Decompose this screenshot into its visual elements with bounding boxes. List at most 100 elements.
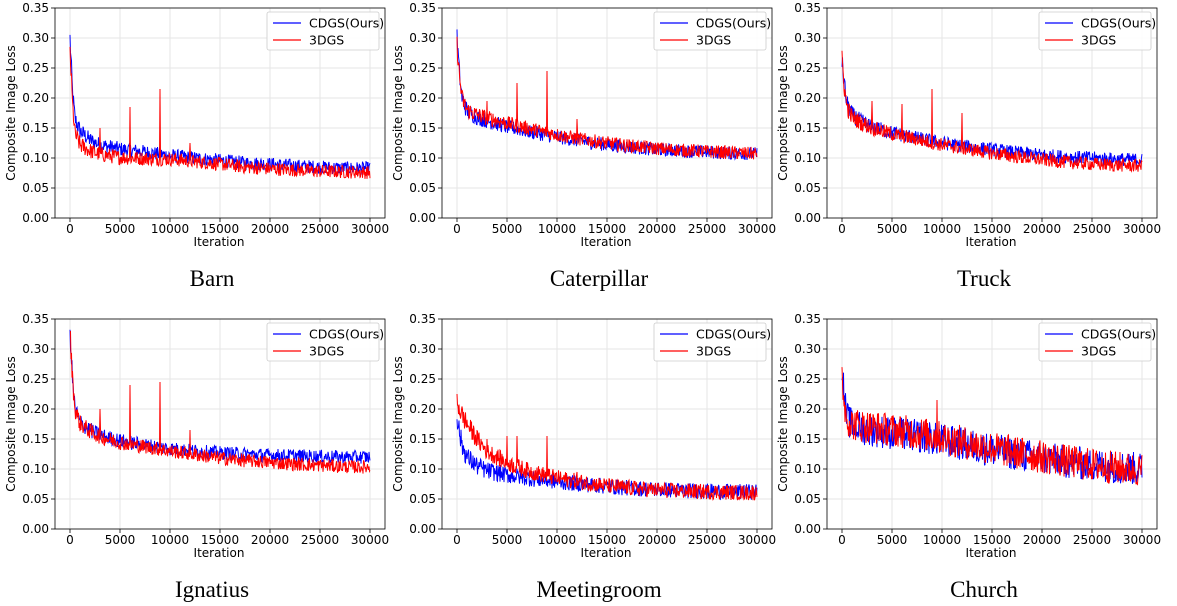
chart-panel-1: 0 5000 10000 15000 20000 25000 30000 0.00 0.05 0.… bbox=[391, 1, 776, 291]
legend-label: CDGS(Ours) bbox=[309, 16, 384, 31]
x-tick-label: 30000 bbox=[738, 222, 776, 236]
y-tick-label: 0.20 bbox=[22, 402, 49, 416]
x-tick-label: 25000 bbox=[688, 222, 726, 236]
y-tick-label: 0.10 bbox=[22, 462, 49, 476]
x-tick-label: 20000 bbox=[251, 222, 289, 236]
y-axis-label: Composite Image Loss bbox=[4, 45, 18, 181]
y-tick-label: 0.30 bbox=[22, 31, 49, 45]
y-tick-label: 0.05 bbox=[794, 492, 821, 506]
x-tick-label: 30000 bbox=[1123, 222, 1161, 236]
legend-label: 3DGS bbox=[309, 33, 344, 48]
y-tick-label: 0.05 bbox=[22, 492, 49, 506]
legend-label: 3DGS bbox=[696, 344, 731, 359]
y-tick-label: 0.15 bbox=[409, 432, 436, 446]
x-tick-label: 5000 bbox=[492, 533, 523, 547]
panel-caption: Meetingroom bbox=[536, 577, 661, 602]
chart-panel-3: 0 5000 10000 15000 20000 25000 30000 0.00 0.05 0.… bbox=[4, 312, 389, 602]
x-tick-label: 20000 bbox=[638, 533, 676, 547]
legend-label: 3DGS bbox=[309, 344, 344, 359]
y-tick-label: 0.35 bbox=[794, 1, 821, 15]
y-tick-label: 0.30 bbox=[409, 342, 436, 356]
y-tick-label: 0.00 bbox=[409, 522, 436, 536]
y-tick-label: 0.10 bbox=[409, 462, 436, 476]
y-tick-label: 0.35 bbox=[794, 312, 821, 326]
chart-panel-0: 0 5000 10000 15000 20000 25000 30000 0.00 0.05 0.… bbox=[4, 1, 389, 291]
x-tick-label: 10000 bbox=[923, 222, 961, 236]
y-tick-label: 0.25 bbox=[409, 372, 436, 386]
y-tick-label: 0.05 bbox=[794, 181, 821, 195]
legend-label: CDGS(Ours) bbox=[1081, 327, 1156, 342]
y-tick-label: 0.00 bbox=[22, 211, 49, 225]
x-tick-label: 0 bbox=[66, 533, 74, 547]
series-line-1 bbox=[841, 50, 1143, 173]
x-tick-label: 5000 bbox=[492, 222, 523, 236]
y-tick-label: 0.10 bbox=[794, 462, 821, 476]
y-tick-label: 0.15 bbox=[22, 432, 49, 446]
y-axis-label: Composite Image Loss bbox=[776, 45, 790, 181]
y-tick-label: 0.25 bbox=[22, 372, 49, 386]
x-tick-label: 30000 bbox=[351, 533, 389, 547]
x-tick-label: 0 bbox=[453, 533, 461, 547]
series-line-1 bbox=[69, 46, 371, 179]
y-tick-label: 0.00 bbox=[22, 522, 49, 536]
y-tick-label: 0.35 bbox=[409, 1, 436, 15]
x-tick-label: 15000 bbox=[588, 222, 626, 236]
legend-label: CDGS(Ours) bbox=[309, 327, 384, 342]
y-tick-label: 0.30 bbox=[22, 342, 49, 356]
y-tick-label: 0.20 bbox=[22, 91, 49, 105]
y-axis-label: Composite Image Loss bbox=[776, 356, 790, 492]
y-tick-label: 0.25 bbox=[22, 61, 49, 75]
x-tick-label: 10000 bbox=[151, 222, 189, 236]
y-tick-label: 0.05 bbox=[22, 181, 49, 195]
x-tick-label: 10000 bbox=[538, 222, 576, 236]
x-tick-label: 20000 bbox=[638, 222, 676, 236]
series-line-1 bbox=[841, 367, 1143, 486]
y-axis-label: Composite Image Loss bbox=[4, 356, 18, 492]
x-tick-label: 15000 bbox=[588, 533, 626, 547]
y-tick-label: 0.05 bbox=[409, 181, 436, 195]
x-tick-label: 15000 bbox=[201, 222, 239, 236]
y-tick-label: 0.35 bbox=[22, 312, 49, 326]
x-tick-label: 20000 bbox=[1023, 222, 1061, 236]
x-tick-label: 10000 bbox=[538, 533, 576, 547]
y-tick-label: 0.05 bbox=[409, 492, 436, 506]
series-line-0 bbox=[69, 34, 371, 175]
x-tick-label: 25000 bbox=[1073, 533, 1111, 547]
y-tick-label: 0.30 bbox=[794, 342, 821, 356]
x-tick-label: 0 bbox=[453, 222, 461, 236]
x-axis-label: Iteration bbox=[581, 235, 632, 249]
x-tick-label: 5000 bbox=[877, 222, 908, 236]
panel-caption: Caterpillar bbox=[550, 266, 649, 291]
y-tick-label: 0.15 bbox=[794, 432, 821, 446]
x-tick-label: 5000 bbox=[105, 533, 136, 547]
x-tick-label: 5000 bbox=[877, 533, 908, 547]
y-tick-label: 0.25 bbox=[794, 372, 821, 386]
y-tick-label: 0.30 bbox=[794, 31, 821, 45]
x-tick-label: 25000 bbox=[301, 222, 339, 236]
x-axis-label: Iteration bbox=[966, 235, 1017, 249]
y-tick-label: 0.35 bbox=[22, 1, 49, 15]
x-tick-label: 10000 bbox=[923, 533, 961, 547]
y-tick-label: 0.15 bbox=[409, 121, 436, 135]
x-tick-label: 25000 bbox=[688, 533, 726, 547]
y-tick-label: 0.00 bbox=[409, 211, 436, 225]
y-tick-label: 0.30 bbox=[409, 31, 436, 45]
y-tick-label: 0.20 bbox=[794, 402, 821, 416]
legend-label: CDGS(Ours) bbox=[696, 16, 771, 31]
x-tick-label: 10000 bbox=[151, 533, 189, 547]
y-tick-label: 0.00 bbox=[794, 522, 821, 536]
x-tick-label: 5000 bbox=[105, 222, 136, 236]
x-tick-label: 20000 bbox=[251, 533, 289, 547]
panel-caption: Barn bbox=[190, 266, 235, 291]
y-tick-label: 0.10 bbox=[409, 151, 436, 165]
x-axis-label: Iteration bbox=[966, 546, 1017, 560]
series-line-0 bbox=[69, 329, 371, 464]
series-line-1 bbox=[69, 330, 371, 474]
y-axis-label: Composite Image Loss bbox=[391, 356, 405, 492]
legend-label: 3DGS bbox=[1081, 344, 1116, 359]
legend-label: 3DGS bbox=[1081, 33, 1116, 48]
series-line-1 bbox=[456, 393, 758, 501]
panel-caption: Ignatius bbox=[175, 577, 249, 602]
y-tick-label: 0.20 bbox=[794, 91, 821, 105]
